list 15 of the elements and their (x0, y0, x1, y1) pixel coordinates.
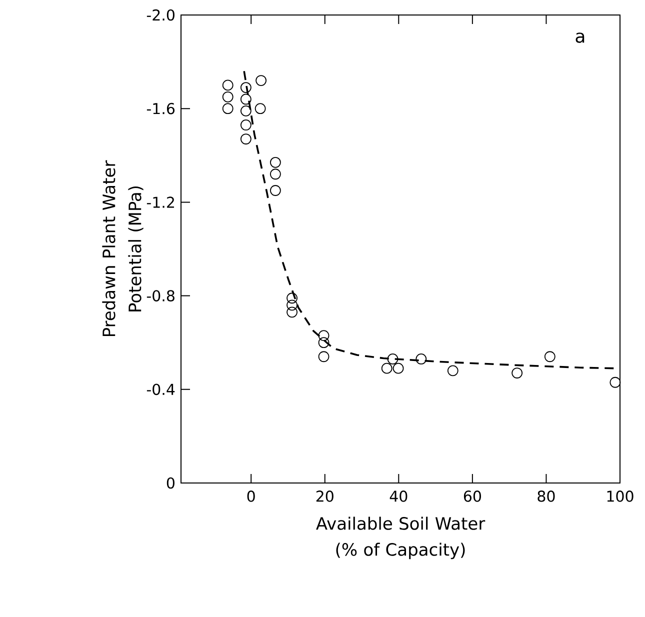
x-tick-label: 40 (390, 490, 408, 502)
x-tick-label: 0 (247, 490, 255, 502)
x-tick-label: 100 (607, 490, 634, 502)
y-tick-label: -1.2 (146, 196, 174, 208)
x-tick-label: 80 (538, 490, 555, 502)
annotation: a (576, 32, 584, 43)
y-tick-label: -0.8 (146, 290, 174, 302)
y-axis-title: Predawn Plant Water Potential (MPa) (102, 160, 144, 336)
x-tick-label: 20 (316, 490, 334, 502)
y-tick-label: -1.6 (146, 102, 175, 114)
y-tick-label: 0 (166, 477, 174, 489)
x-tick-label: 60 (464, 490, 481, 502)
y-tick-label: -2.0 (146, 9, 174, 21)
y-tick-label: -0.4 (146, 384, 175, 396)
x-axis-title: Available Soil Water (% of Capacity) (316, 516, 486, 560)
